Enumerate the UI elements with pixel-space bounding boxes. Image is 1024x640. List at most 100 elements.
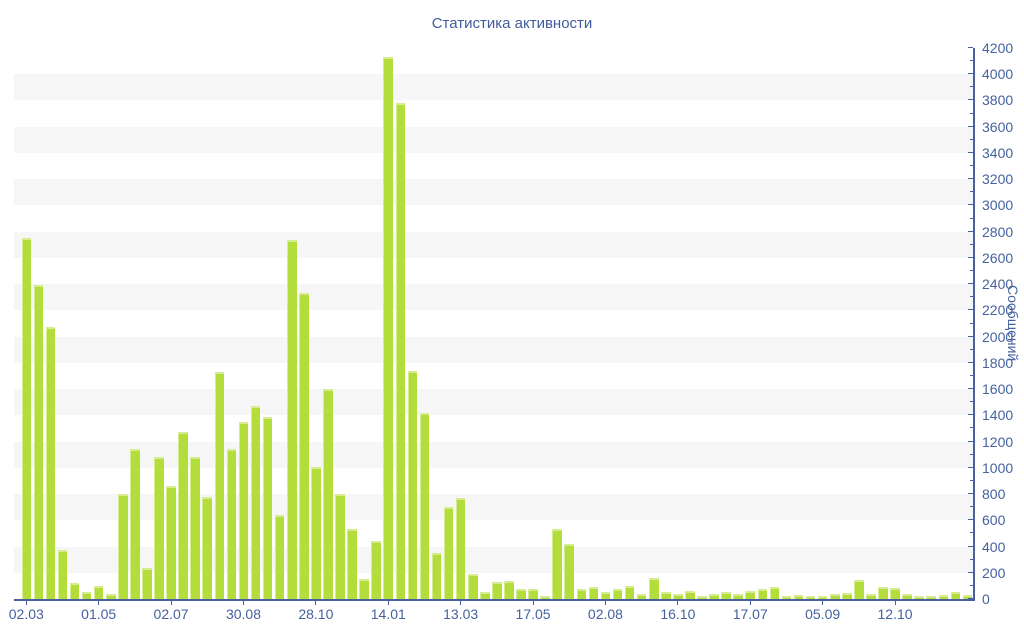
- y-tick-label: 1600: [982, 381, 1014, 398]
- bar[interactable]: [673, 594, 683, 599]
- bar[interactable]: [504, 580, 514, 599]
- bar[interactable]: [612, 588, 623, 599]
- y-minor-tick: [970, 296, 973, 298]
- y-tick-label: 3000: [982, 197, 1014, 214]
- bar[interactable]: [890, 587, 900, 599]
- bar[interactable]: [902, 593, 912, 599]
- bar[interactable]: [962, 595, 973, 599]
- bar[interactable]: [45, 327, 56, 599]
- bar[interactable]: [69, 583, 80, 599]
- bar[interactable]: [323, 389, 333, 599]
- bar[interactable]: [166, 486, 176, 599]
- bar[interactable]: [262, 416, 273, 599]
- y-tick-label: 200: [982, 564, 1006, 581]
- bar[interactable]: [359, 579, 369, 599]
- bar[interactable]: [648, 578, 659, 599]
- y-tick-label: 3400: [982, 144, 1014, 161]
- bar[interactable]: [105, 594, 116, 599]
- y-major-tick: [968, 73, 973, 75]
- y-major-tick: [968, 361, 973, 363]
- bar[interactable]: [781, 596, 792, 599]
- bar[interactable]: [805, 595, 816, 599]
- bar[interactable]: [564, 543, 575, 599]
- bar[interactable]: [576, 588, 587, 599]
- bar[interactable]: [395, 103, 406, 599]
- bar[interactable]: [950, 591, 961, 599]
- bar[interactable]: [311, 466, 321, 599]
- bar[interactable]: [600, 592, 611, 599]
- bar[interactable]: [793, 595, 804, 599]
- bar[interactable]: [660, 592, 671, 599]
- bar[interactable]: [190, 457, 201, 599]
- bar[interactable]: [419, 412, 430, 599]
- bar[interactable]: [383, 57, 394, 599]
- bar[interactable]: [829, 594, 840, 599]
- bar[interactable]: [371, 541, 381, 599]
- bar[interactable]: [467, 574, 478, 599]
- bar[interactable]: [118, 494, 128, 599]
- bar[interactable]: [914, 595, 924, 599]
- bar[interactable]: [335, 494, 345, 599]
- y-tick-label: 2000: [982, 328, 1014, 345]
- bar[interactable]: [202, 496, 213, 599]
- x-tick: [98, 601, 100, 605]
- bar[interactable]: [81, 592, 92, 599]
- bar[interactable]: [214, 372, 225, 599]
- bar[interactable]: [443, 507, 454, 599]
- y-major-tick: [968, 571, 973, 573]
- bar[interactable]: [57, 550, 68, 599]
- bar[interactable]: [407, 370, 418, 599]
- bar[interactable]: [757, 589, 768, 599]
- bar[interactable]: [685, 591, 695, 599]
- y-minor-tick: [970, 584, 973, 586]
- x-tick-label: 02.03: [8, 606, 44, 622]
- bar[interactable]: [733, 594, 743, 599]
- bar[interactable]: [938, 595, 949, 599]
- y-tick-label: 2400: [982, 276, 1014, 293]
- bar[interactable]: [817, 595, 828, 599]
- bar[interactable]: [455, 497, 466, 599]
- bar[interactable]: [480, 592, 490, 599]
- bar[interactable]: [769, 586, 780, 599]
- bar[interactable]: [588, 586, 599, 599]
- bar[interactable]: [347, 529, 357, 599]
- bar[interactable]: [528, 588, 538, 599]
- bar[interactable]: [154, 457, 164, 599]
- bar[interactable]: [274, 515, 285, 599]
- x-tick: [604, 601, 606, 605]
- bar[interactable]: [841, 593, 852, 599]
- bar[interactable]: [854, 579, 864, 599]
- x-tick: [242, 601, 244, 605]
- background-band: [14, 336, 973, 363]
- bar[interactable]: [866, 594, 876, 599]
- bar[interactable]: [93, 585, 104, 599]
- y-major-tick: [968, 440, 973, 442]
- y-major-tick: [968, 335, 973, 337]
- bar[interactable]: [130, 449, 140, 599]
- bar[interactable]: [516, 588, 526, 599]
- x-tick: [532, 601, 534, 605]
- y-major-tick: [968, 466, 973, 468]
- bar[interactable]: [540, 596, 550, 599]
- bar[interactable]: [250, 406, 261, 599]
- bar[interactable]: [178, 432, 188, 599]
- bar[interactable]: [238, 421, 249, 599]
- bar[interactable]: [142, 567, 152, 599]
- bar[interactable]: [697, 595, 707, 599]
- bar[interactable]: [492, 581, 502, 599]
- bar[interactable]: [286, 239, 297, 599]
- bar[interactable]: [299, 293, 309, 599]
- bar[interactable]: [926, 596, 937, 599]
- bar[interactable]: [709, 594, 719, 599]
- y-major-tick: [968, 230, 973, 232]
- bar[interactable]: [552, 529, 562, 599]
- bar[interactable]: [33, 285, 44, 599]
- bar[interactable]: [878, 586, 888, 599]
- bar[interactable]: [624, 585, 635, 599]
- bar[interactable]: [636, 593, 647, 599]
- bar[interactable]: [721, 592, 731, 599]
- bar[interactable]: [745, 591, 756, 599]
- bar[interactable]: [226, 449, 237, 599]
- bar[interactable]: [21, 238, 32, 599]
- bar[interactable]: [431, 553, 442, 599]
